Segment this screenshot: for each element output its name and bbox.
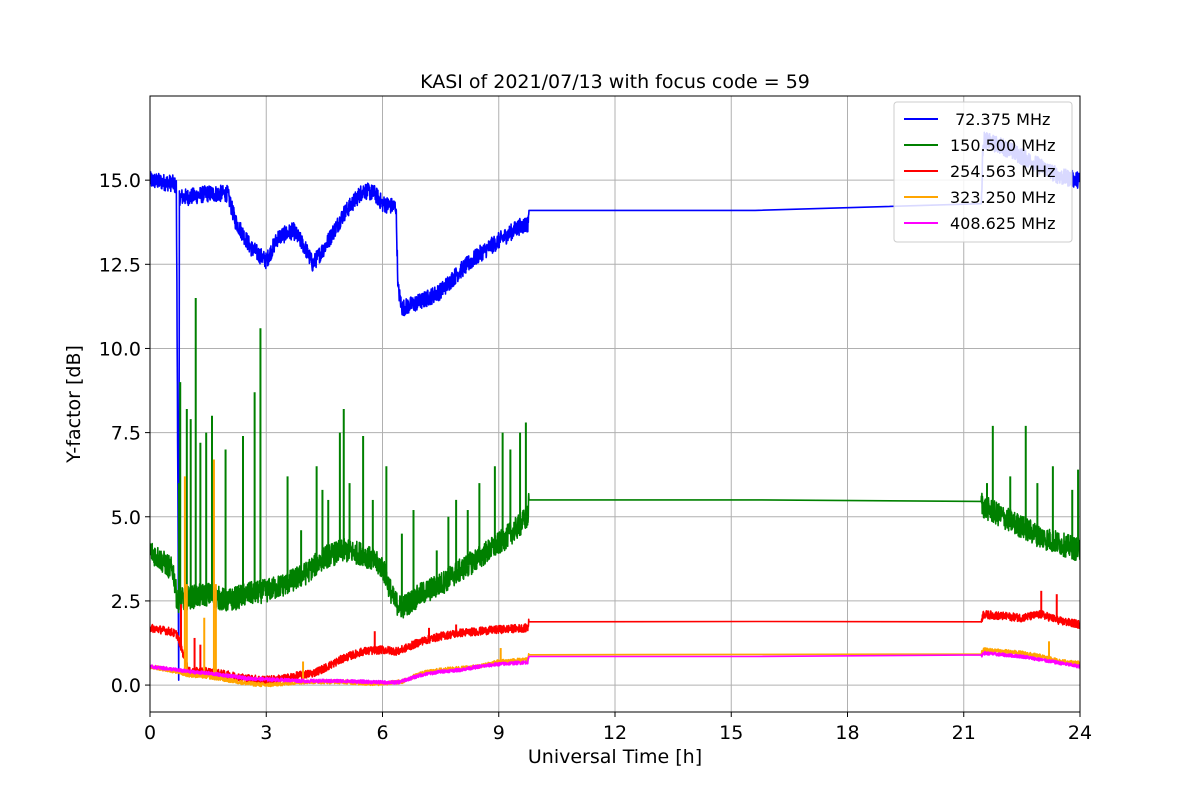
y-tick-label: 10.0: [99, 338, 141, 360]
axis-ticks: 0 3 6 9 12 15 18 21 24 0.0 2.5 5.0 7.5 10.0 12.5 15.0: [99, 170, 1092, 744]
series-line: [150, 492, 1080, 619]
legend-label: 150.500 MHz: [950, 136, 1055, 155]
series-line: [150, 650, 1080, 685]
plot-series: [150, 131, 1080, 688]
x-tick-label: 9: [493, 722, 505, 744]
x-tick-label: 15: [719, 722, 743, 744]
legend-label: 408.625 MHz: [950, 214, 1055, 233]
y-tick-label: 15.0: [99, 170, 141, 192]
series-4: [150, 650, 1080, 685]
x-tick-label: 3: [260, 722, 272, 744]
chart-title: KASI of 2021/07/13 with focus code = 59: [420, 71, 810, 93]
x-tick-label: 21: [952, 722, 976, 744]
x-tick-label: 24: [1068, 722, 1092, 744]
legend-label: 254.563 MHz: [950, 162, 1055, 181]
y-tick-label: 2.5: [111, 591, 141, 613]
legend-label: 323.250 MHz: [950, 188, 1055, 207]
x-tick-label: 18: [835, 722, 859, 744]
legend: 72.375 MHz 150.500 MHz 254.563 MHz 323.250 …: [893, 101, 1073, 243]
y-tick-label: 5.0: [111, 507, 141, 529]
y-axis-label: Y-factor [dB]: [63, 345, 85, 464]
y-tick-label: 12.5: [99, 254, 141, 276]
legend-label: 72.375 MHz: [950, 110, 1050, 129]
y-tick-label: 0.0: [111, 675, 141, 697]
series-1: [150, 297, 1080, 619]
x-tick-label: 0: [144, 722, 156, 744]
x-tick-label: 6: [376, 722, 388, 744]
x-tick-label: 12: [603, 722, 627, 744]
legend-box: [893, 101, 1073, 243]
x-axis-label: Universal Time [h]: [528, 746, 702, 768]
y-tick-label: 7.5: [111, 423, 141, 445]
